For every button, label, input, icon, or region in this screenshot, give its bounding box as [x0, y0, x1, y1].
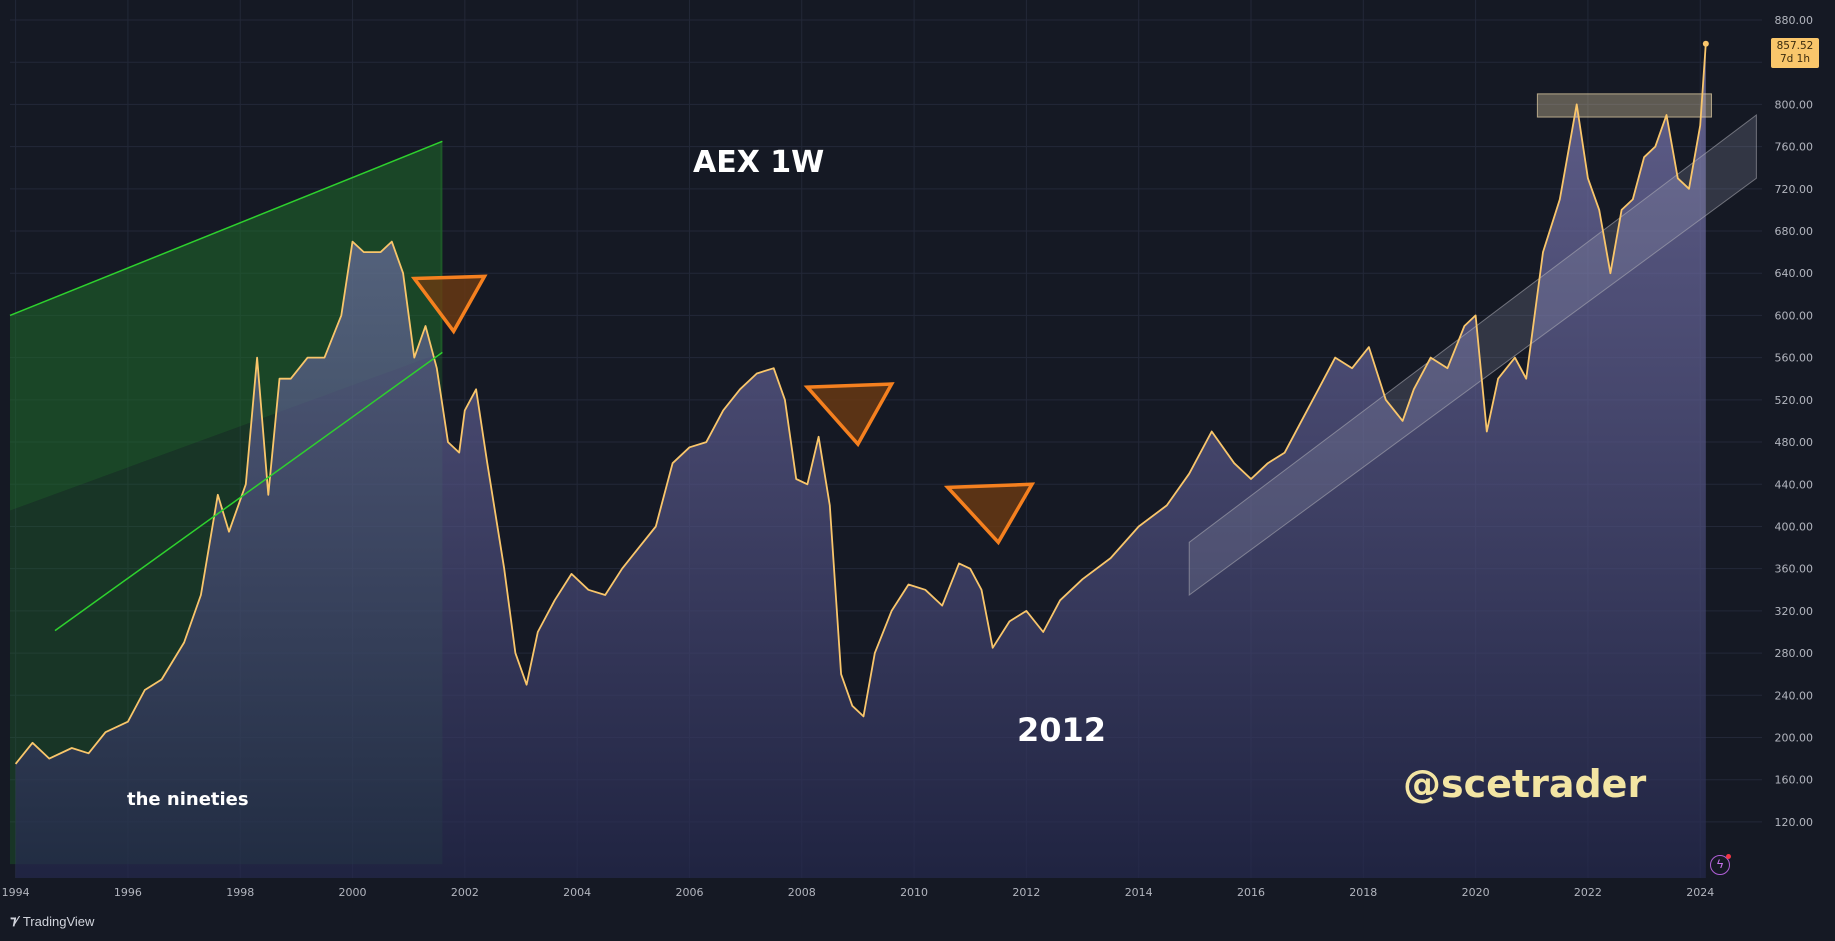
x-tick-label: 1998	[226, 886, 254, 899]
last-price-tag: 857.52 7d 1h	[1771, 38, 1819, 68]
y-tick-label: 760.00	[1775, 141, 1814, 154]
y-tick-label: 720.00	[1775, 183, 1814, 196]
lightning-icon[interactable]: ϟ	[1710, 855, 1730, 875]
x-tick-label: 2024	[1686, 886, 1714, 899]
x-tick-label: 2006	[675, 886, 703, 899]
y-tick-label: 480.00	[1775, 436, 1814, 449]
footer-background	[0, 878, 1835, 941]
nineties-channel-fill	[10, 141, 443, 511]
label-the-nineties: the nineties	[127, 789, 249, 810]
y-tick-label: 320.00	[1775, 605, 1814, 618]
y-tick-label: 400.00	[1775, 520, 1814, 533]
orange-triangle-2	[803, 382, 895, 448]
orange-triangle-1	[410, 274, 488, 335]
watermark-scetrader: @scetrader	[1403, 762, 1646, 806]
y-tick-label: 440.00	[1775, 478, 1814, 491]
y-tick-label: 360.00	[1775, 563, 1814, 576]
nineties-channel-upper	[9, 140, 443, 317]
resistance-zone	[1536, 93, 1712, 118]
notification-dot	[1726, 854, 1731, 859]
y-tick-label: 160.00	[1775, 774, 1814, 787]
x-tick-label: 2004	[563, 886, 591, 899]
chart-title: AEX 1W	[693, 145, 824, 180]
orange-triangle-3	[943, 482, 1036, 546]
nineties-channel-lower	[54, 351, 443, 632]
x-tick-label: 2020	[1462, 886, 1490, 899]
price-area	[15, 43, 1706, 878]
x-tick-label: 2014	[1125, 886, 1153, 899]
tradingview-logo[interactable]: ⁊⁄ TradingView	[10, 913, 94, 929]
y-tick-label: 680.00	[1775, 225, 1814, 238]
x-tick-label: 2000	[339, 886, 367, 899]
x-tick-label: 2010	[900, 886, 928, 899]
x-tick-label: 2008	[788, 886, 816, 899]
last-price-point	[1702, 40, 1709, 47]
x-tick-label: 2016	[1237, 886, 1265, 899]
x-tick-label: 2012	[1012, 886, 1040, 899]
y-tick-label: 520.00	[1775, 394, 1814, 407]
last-price-value: 857.52	[1776, 40, 1814, 52]
tradingview-name: TradingView	[22, 913, 95, 929]
y-tick-label: 560.00	[1775, 352, 1814, 365]
y-tick-label: 640.00	[1775, 267, 1814, 280]
y-tick-label: 240.00	[1775, 689, 1814, 702]
tradingview-mark-icon: ⁊⁄	[10, 913, 18, 928]
nineties-channel-edge	[440, 141, 443, 353]
rising-channel	[1188, 113, 1757, 597]
y-tick-label: 600.00	[1775, 309, 1814, 322]
x-tick-label: 1996	[114, 886, 142, 899]
y-tick-label: 800.00	[1775, 98, 1814, 111]
y-tick-label: 120.00	[1775, 816, 1814, 829]
label-2012: 2012	[1017, 711, 1106, 749]
x-tick-label: 2018	[1349, 886, 1377, 899]
x-tick-label: 2022	[1574, 886, 1602, 899]
y-tick-label: 200.00	[1775, 731, 1814, 744]
y-tick-label: 880.00	[1775, 14, 1814, 27]
bar-countdown: 7d 1h	[1779, 53, 1811, 65]
x-tick-label: 2002	[451, 886, 479, 899]
x-tick-label: 1994	[2, 886, 30, 899]
price-line	[14, 43, 1707, 765]
y-tick-label: 280.00	[1775, 647, 1814, 660]
